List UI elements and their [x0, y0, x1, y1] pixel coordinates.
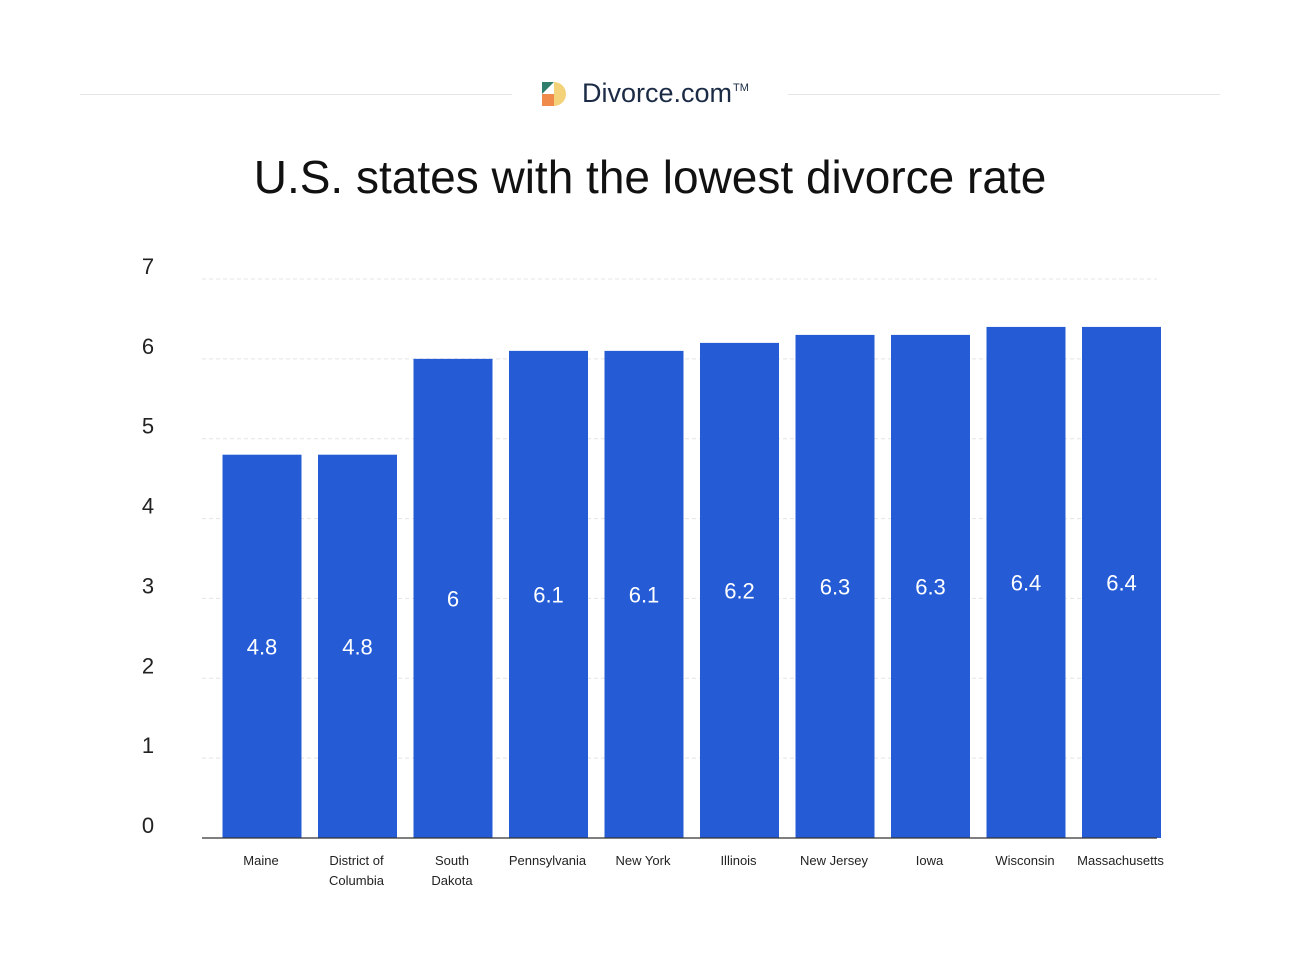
bar-value-label: 6.1 — [533, 582, 564, 607]
header-divider-right — [788, 94, 1220, 95]
x-category-label: New Jersey — [800, 853, 868, 868]
x-category-label: Massachusetts — [1077, 853, 1164, 868]
y-tick-label: 4 — [142, 494, 154, 519]
y-axis-ticks: 0 1 2 3 4 5 6 7 — [142, 254, 154, 838]
brand-header: Divorce.comTM — [0, 70, 1300, 120]
x-category-label: District of — [329, 853, 384, 868]
bar — [604, 350, 684, 838]
x-category-label: South — [435, 853, 469, 868]
bar — [509, 350, 588, 838]
bar-value-label: 4.8 — [342, 634, 373, 659]
bar — [318, 454, 397, 838]
bars: 4.8 4.8 6 6.1 6.1 6.2 6.3 6.3 6.4 6.4 — [222, 326, 1161, 838]
chart-title: U.S. states with the lowest divorce rate — [253, 151, 1047, 203]
x-category-label: Illinois — [720, 853, 757, 868]
x-category-label: Dakota — [431, 873, 473, 888]
bar — [222, 454, 302, 838]
divorce-logo-icon — [542, 82, 566, 106]
x-category-label: New York — [616, 853, 671, 868]
bar-value-label: 6.4 — [1106, 570, 1137, 595]
x-category-label: Pennsylvania — [509, 853, 587, 868]
bar-value-label: 6.2 — [724, 578, 755, 603]
bar-value-label: 4.8 — [247, 634, 278, 659]
bar — [795, 334, 875, 838]
trademark-mark: TM — [733, 82, 749, 94]
bar — [891, 334, 970, 838]
y-tick-label: 0 — [142, 813, 154, 838]
bar — [1082, 326, 1161, 838]
x-category-label: Wisconsin — [995, 853, 1054, 868]
y-tick-label: 3 — [142, 573, 154, 598]
bar — [700, 342, 779, 838]
y-tick-label: 2 — [142, 653, 154, 678]
x-category-label: Maine — [243, 853, 278, 868]
bar-value-label: 6 — [447, 586, 459, 611]
y-tick-label: 6 — [142, 334, 154, 359]
bar-value-label: 6.3 — [915, 574, 946, 599]
bar — [413, 358, 493, 838]
y-tick-label: 5 — [142, 414, 154, 439]
x-category-label: Iowa — [916, 853, 944, 868]
bar-value-label: 6.1 — [629, 582, 660, 607]
bar-value-label: 6.3 — [820, 574, 851, 599]
bar — [986, 326, 1066, 838]
header-divider-left — [80, 94, 512, 95]
x-axis-labels: Maine District of Columbia South Dakota Penns… — [243, 853, 1164, 888]
brand-name: Divorce.comTM — [582, 78, 749, 108]
y-tick-label: 1 — [142, 733, 154, 758]
x-category-label: Columbia — [329, 873, 385, 888]
y-tick-label: 7 — [142, 254, 154, 279]
bar-value-label: 6.4 — [1011, 570, 1042, 595]
